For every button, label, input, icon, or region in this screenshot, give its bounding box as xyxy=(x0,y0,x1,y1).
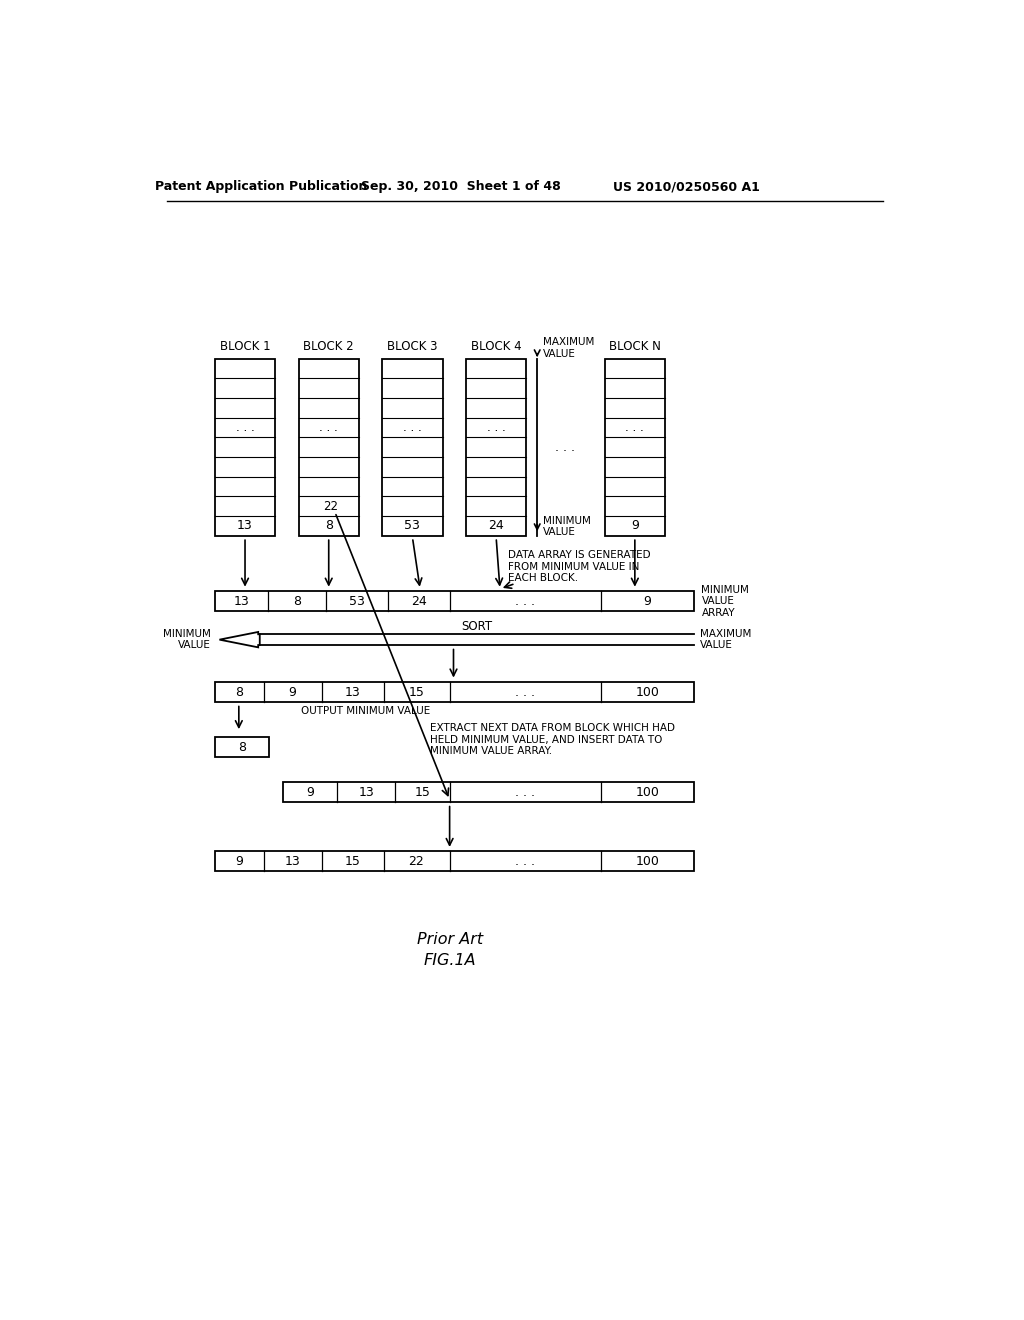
Text: 15: 15 xyxy=(409,685,424,698)
Bar xyxy=(215,359,275,536)
Text: US 2010/0250560 A1: US 2010/0250560 A1 xyxy=(612,181,760,194)
Text: 15: 15 xyxy=(345,855,360,869)
Text: 15: 15 xyxy=(415,785,430,799)
Bar xyxy=(215,682,693,702)
Bar xyxy=(382,359,442,536)
Bar xyxy=(466,359,526,536)
Text: 13: 13 xyxy=(285,855,300,869)
Text: BLOCK 2: BLOCK 2 xyxy=(303,339,354,352)
Text: 9: 9 xyxy=(234,855,243,869)
Text: 53: 53 xyxy=(404,519,421,532)
Text: . . .: . . . xyxy=(515,594,535,607)
Text: SORT: SORT xyxy=(461,620,493,634)
Text: 22: 22 xyxy=(409,855,424,869)
Bar xyxy=(215,591,693,611)
Text: . . .: . . . xyxy=(403,421,422,434)
Text: 24: 24 xyxy=(411,594,427,607)
Text: 24: 24 xyxy=(488,519,504,532)
Text: MINIMUM
VALUE: MINIMUM VALUE xyxy=(163,628,211,651)
Text: Prior Art: Prior Art xyxy=(417,932,482,948)
Text: BLOCK N: BLOCK N xyxy=(609,339,660,352)
Text: . . .: . . . xyxy=(515,685,535,698)
Text: 22: 22 xyxy=(323,500,338,512)
Text: DATA ARRAY IS GENERATED
FROM MINIMUM VALUE IN
EACH BLOCK.: DATA ARRAY IS GENERATED FROM MINIMUM VAL… xyxy=(508,550,650,583)
Text: 13: 13 xyxy=(238,519,253,532)
Text: MINIMUM
VALUE
ARRAY: MINIMUM VALUE ARRAY xyxy=(701,585,750,618)
Text: BLOCK 4: BLOCK 4 xyxy=(471,339,521,352)
Text: OUTPUT MINIMUM VALUE: OUTPUT MINIMUM VALUE xyxy=(301,706,430,717)
Text: MAXIMUM
VALUE: MAXIMUM VALUE xyxy=(700,628,752,651)
Text: MAXIMUM
VALUE: MAXIMUM VALUE xyxy=(544,337,595,359)
Text: MINIMUM
VALUE: MINIMUM VALUE xyxy=(544,516,591,537)
Text: . . .: . . . xyxy=(515,855,535,869)
Text: 8: 8 xyxy=(234,685,243,698)
Bar xyxy=(215,738,269,758)
Text: 9: 9 xyxy=(631,519,639,532)
FancyArrow shape xyxy=(219,632,260,647)
Text: FIG.1A: FIG.1A xyxy=(423,953,476,969)
Text: 13: 13 xyxy=(358,785,375,799)
Text: . . .: . . . xyxy=(486,421,506,434)
Text: 100: 100 xyxy=(635,685,659,698)
Text: . . .: . . . xyxy=(626,421,644,434)
Bar xyxy=(604,359,665,536)
Text: 9: 9 xyxy=(306,785,314,799)
Text: 13: 13 xyxy=(233,594,249,607)
Text: . . .: . . . xyxy=(236,421,254,434)
Text: 13: 13 xyxy=(345,685,360,698)
Text: Patent Application Publication: Patent Application Publication xyxy=(155,181,368,194)
Text: 100: 100 xyxy=(635,785,659,799)
Text: 8: 8 xyxy=(238,741,246,754)
Text: . . .: . . . xyxy=(515,785,535,799)
Text: BLOCK 1: BLOCK 1 xyxy=(220,339,270,352)
Text: 8: 8 xyxy=(293,594,301,607)
Text: BLOCK 3: BLOCK 3 xyxy=(387,339,437,352)
Text: . . .: . . . xyxy=(555,441,575,454)
Text: 9: 9 xyxy=(289,685,296,698)
Text: 53: 53 xyxy=(349,594,365,607)
Bar xyxy=(299,359,359,536)
Text: 8: 8 xyxy=(325,519,333,532)
Text: EXTRACT NEXT DATA FROM BLOCK WHICH HAD
HELD MINIMUM VALUE, AND INSERT DATA TO
MI: EXTRACT NEXT DATA FROM BLOCK WHICH HAD H… xyxy=(430,723,675,756)
Bar xyxy=(215,851,693,871)
Text: . . .: . . . xyxy=(319,421,338,434)
Bar xyxy=(283,781,693,803)
Text: 9: 9 xyxy=(643,594,651,607)
Text: Sep. 30, 2010  Sheet 1 of 48: Sep. 30, 2010 Sheet 1 of 48 xyxy=(361,181,561,194)
Text: 100: 100 xyxy=(635,855,659,869)
